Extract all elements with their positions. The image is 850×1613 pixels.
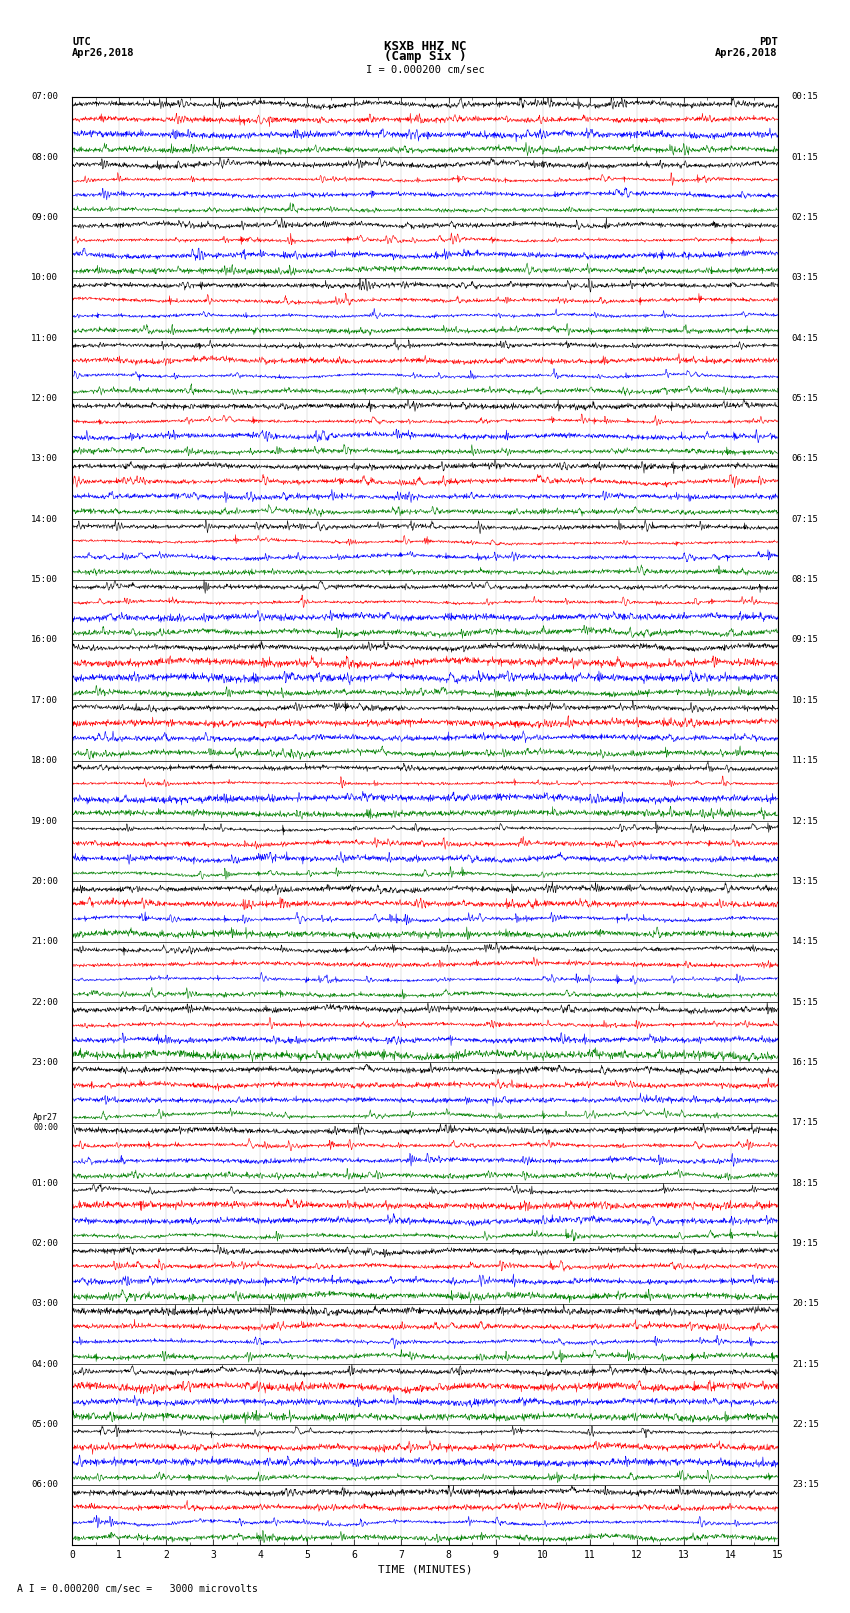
Text: 10:00: 10:00 [31,273,58,282]
Text: 06:15: 06:15 [792,455,819,463]
Text: 15:15: 15:15 [792,997,819,1007]
Text: 09:00: 09:00 [31,213,58,223]
Text: I = 0.000200 cm/sec: I = 0.000200 cm/sec [366,65,484,74]
Text: KSXB HHZ NC: KSXB HHZ NC [383,40,467,53]
Text: 14:00: 14:00 [31,515,58,524]
Text: 13:15: 13:15 [792,877,819,886]
Text: 08:00: 08:00 [31,153,58,161]
Text: 23:00: 23:00 [31,1058,58,1066]
Text: 12:00: 12:00 [31,394,58,403]
Text: 01:00: 01:00 [31,1179,58,1187]
Text: 04:15: 04:15 [792,334,819,342]
Text: 19:00: 19:00 [31,816,58,826]
Text: UTC: UTC [72,37,91,47]
Text: 18:15: 18:15 [792,1179,819,1187]
Text: 16:15: 16:15 [792,1058,819,1066]
Text: 13:00: 13:00 [31,455,58,463]
Text: 14:15: 14:15 [792,937,819,947]
Text: 04:00: 04:00 [31,1360,58,1369]
Text: 09:15: 09:15 [792,636,819,645]
Text: 03:15: 03:15 [792,273,819,282]
Text: Apr27
00:00: Apr27 00:00 [33,1113,58,1132]
X-axis label: TIME (MINUTES): TIME (MINUTES) [377,1565,473,1574]
Text: 20:00: 20:00 [31,877,58,886]
Text: 01:15: 01:15 [792,153,819,161]
Text: 07:15: 07:15 [792,515,819,524]
Text: 06:00: 06:00 [31,1481,58,1489]
Text: 12:15: 12:15 [792,816,819,826]
Text: 22:15: 22:15 [792,1419,819,1429]
Text: (Camp Six ): (Camp Six ) [383,50,467,63]
Text: 00:15: 00:15 [792,92,819,102]
Text: 02:15: 02:15 [792,213,819,223]
Text: Apr26,2018: Apr26,2018 [72,48,135,58]
Text: 03:00: 03:00 [31,1300,58,1308]
Text: 17:00: 17:00 [31,695,58,705]
Text: Apr26,2018: Apr26,2018 [715,48,778,58]
Text: PDT: PDT [759,37,778,47]
Text: 22:00: 22:00 [31,997,58,1007]
Text: 20:15: 20:15 [792,1300,819,1308]
Text: 21:15: 21:15 [792,1360,819,1369]
Text: 17:15: 17:15 [792,1118,819,1127]
Text: A I = 0.000200 cm/sec =   3000 microvolts: A I = 0.000200 cm/sec = 3000 microvolts [17,1584,258,1594]
Text: 23:15: 23:15 [792,1481,819,1489]
Text: 11:15: 11:15 [792,756,819,765]
Text: 11:00: 11:00 [31,334,58,342]
Text: 08:15: 08:15 [792,576,819,584]
Text: 07:00: 07:00 [31,92,58,102]
Text: 15:00: 15:00 [31,576,58,584]
Text: 02:00: 02:00 [31,1239,58,1248]
Text: 16:00: 16:00 [31,636,58,645]
Text: 21:00: 21:00 [31,937,58,947]
Text: 10:15: 10:15 [792,695,819,705]
Text: 19:15: 19:15 [792,1239,819,1248]
Text: 05:00: 05:00 [31,1419,58,1429]
Text: 18:00: 18:00 [31,756,58,765]
Text: 05:15: 05:15 [792,394,819,403]
